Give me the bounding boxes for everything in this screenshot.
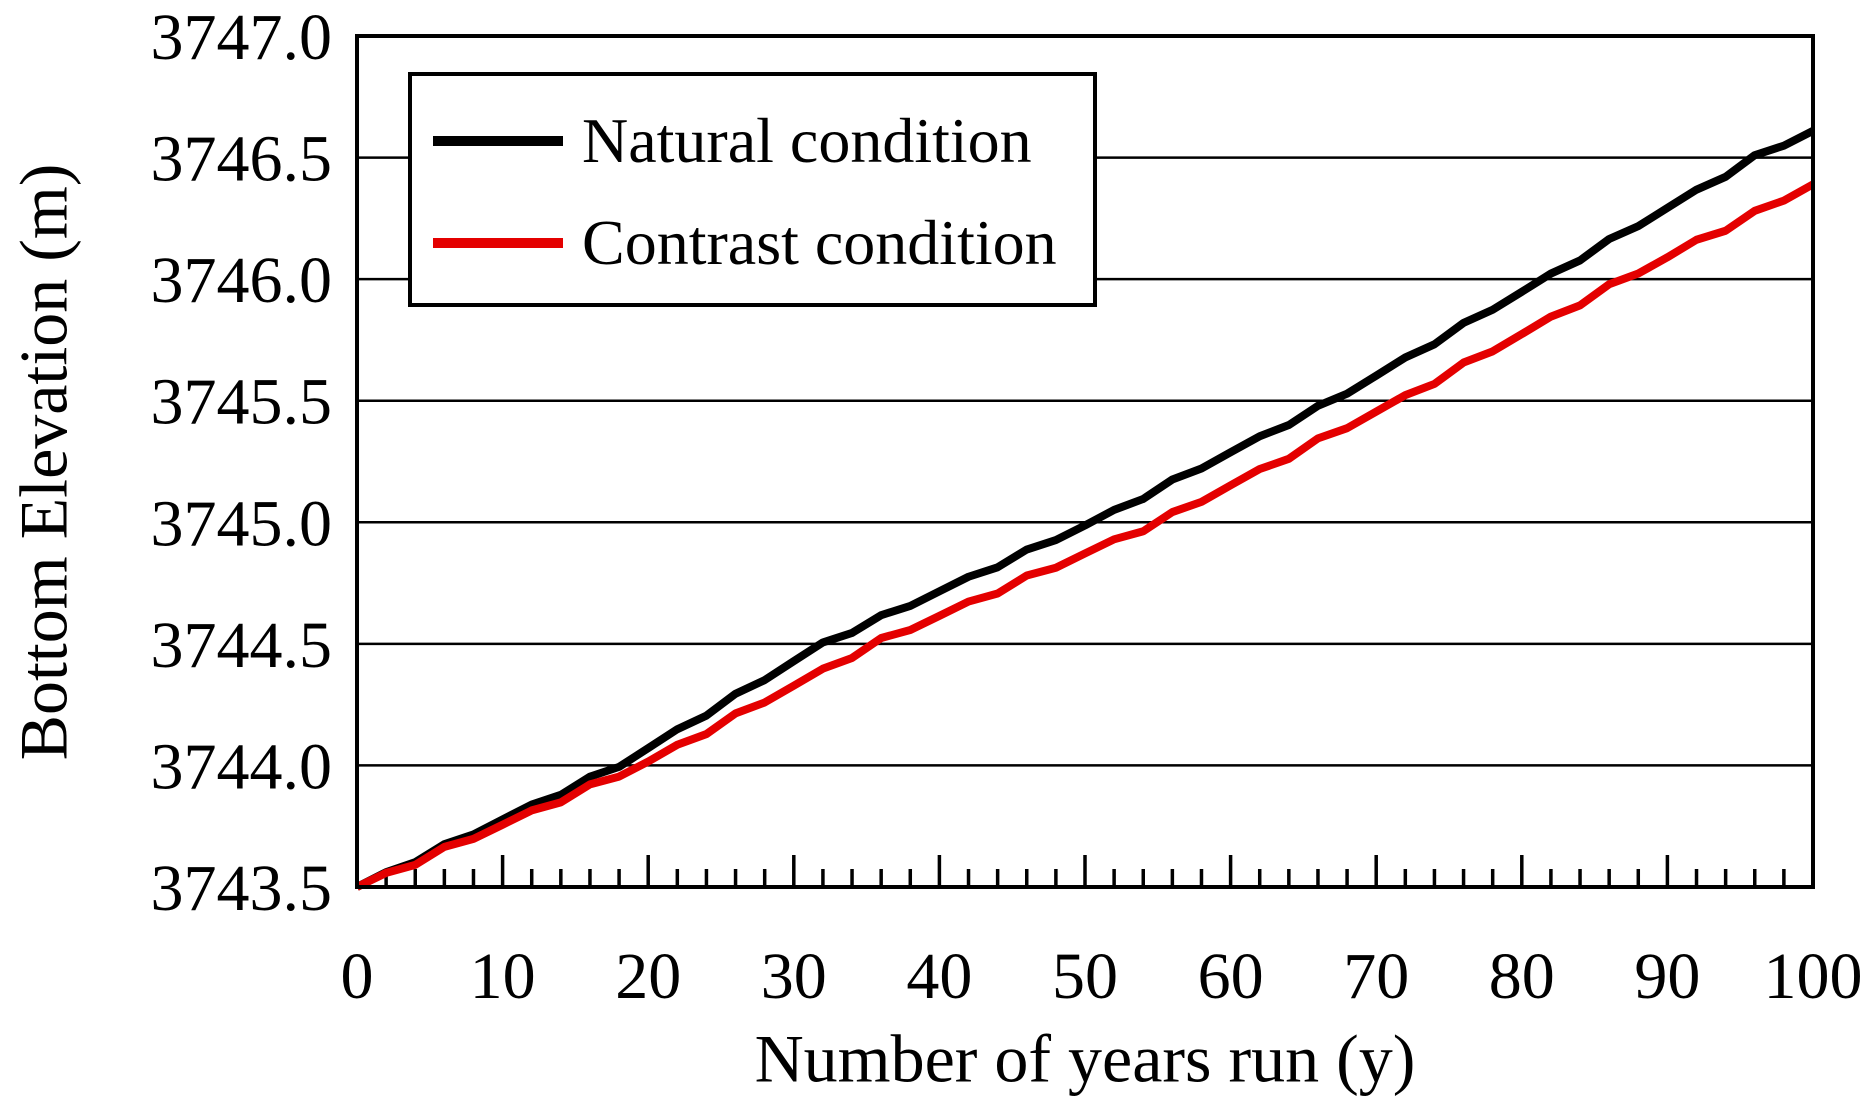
legend: Natural condition Contrast condition xyxy=(408,72,1097,307)
x-tick-label: 80 xyxy=(1489,940,1555,1013)
legend-item-contrast: Contrast condition xyxy=(433,208,1057,278)
y-axis-title: Bottom Elevation (m) xyxy=(5,163,82,761)
plot-border xyxy=(355,34,1815,889)
contrast-line-swatch xyxy=(433,238,563,248)
natural-line-swatch xyxy=(433,136,563,146)
x-tick-label: 60 xyxy=(1198,940,1264,1013)
legend-label-contrast: Contrast condition xyxy=(582,207,1057,278)
y-tick-label: 3745.5 xyxy=(151,366,333,439)
contrast-condition-line xyxy=(355,180,1815,891)
x-tick-label: 50 xyxy=(1052,940,1118,1013)
x-tick-label: 100 xyxy=(1764,940,1863,1013)
x-tick-label: 90 xyxy=(1634,940,1700,1013)
y-tick-label: 3744.0 xyxy=(151,730,333,803)
y-tick-label: 3745.0 xyxy=(151,487,333,560)
y-tick-label: 3744.5 xyxy=(151,609,333,682)
x-tick-label: 10 xyxy=(470,940,536,1013)
x-axis-title: Number of years run (y) xyxy=(754,1020,1416,1097)
x-tick-label: 20 xyxy=(615,940,681,1013)
y-tick-label: 3747.0 xyxy=(151,1,333,74)
x-tick-label: 70 xyxy=(1343,940,1409,1013)
natural-condition-line xyxy=(355,127,1815,891)
legend-label-natural: Natural condition xyxy=(582,105,1032,176)
x-tick-label: 40 xyxy=(906,940,972,1013)
y-tick-label: 3746.0 xyxy=(151,244,333,317)
x-tick-label: 30 xyxy=(761,940,827,1013)
y-tick-label: 3743.5 xyxy=(151,852,333,925)
y-tick-label: 3746.5 xyxy=(151,123,333,196)
x-tick-label: 0 xyxy=(341,940,374,1013)
legend-item-natural: Natural condition xyxy=(433,106,1032,176)
